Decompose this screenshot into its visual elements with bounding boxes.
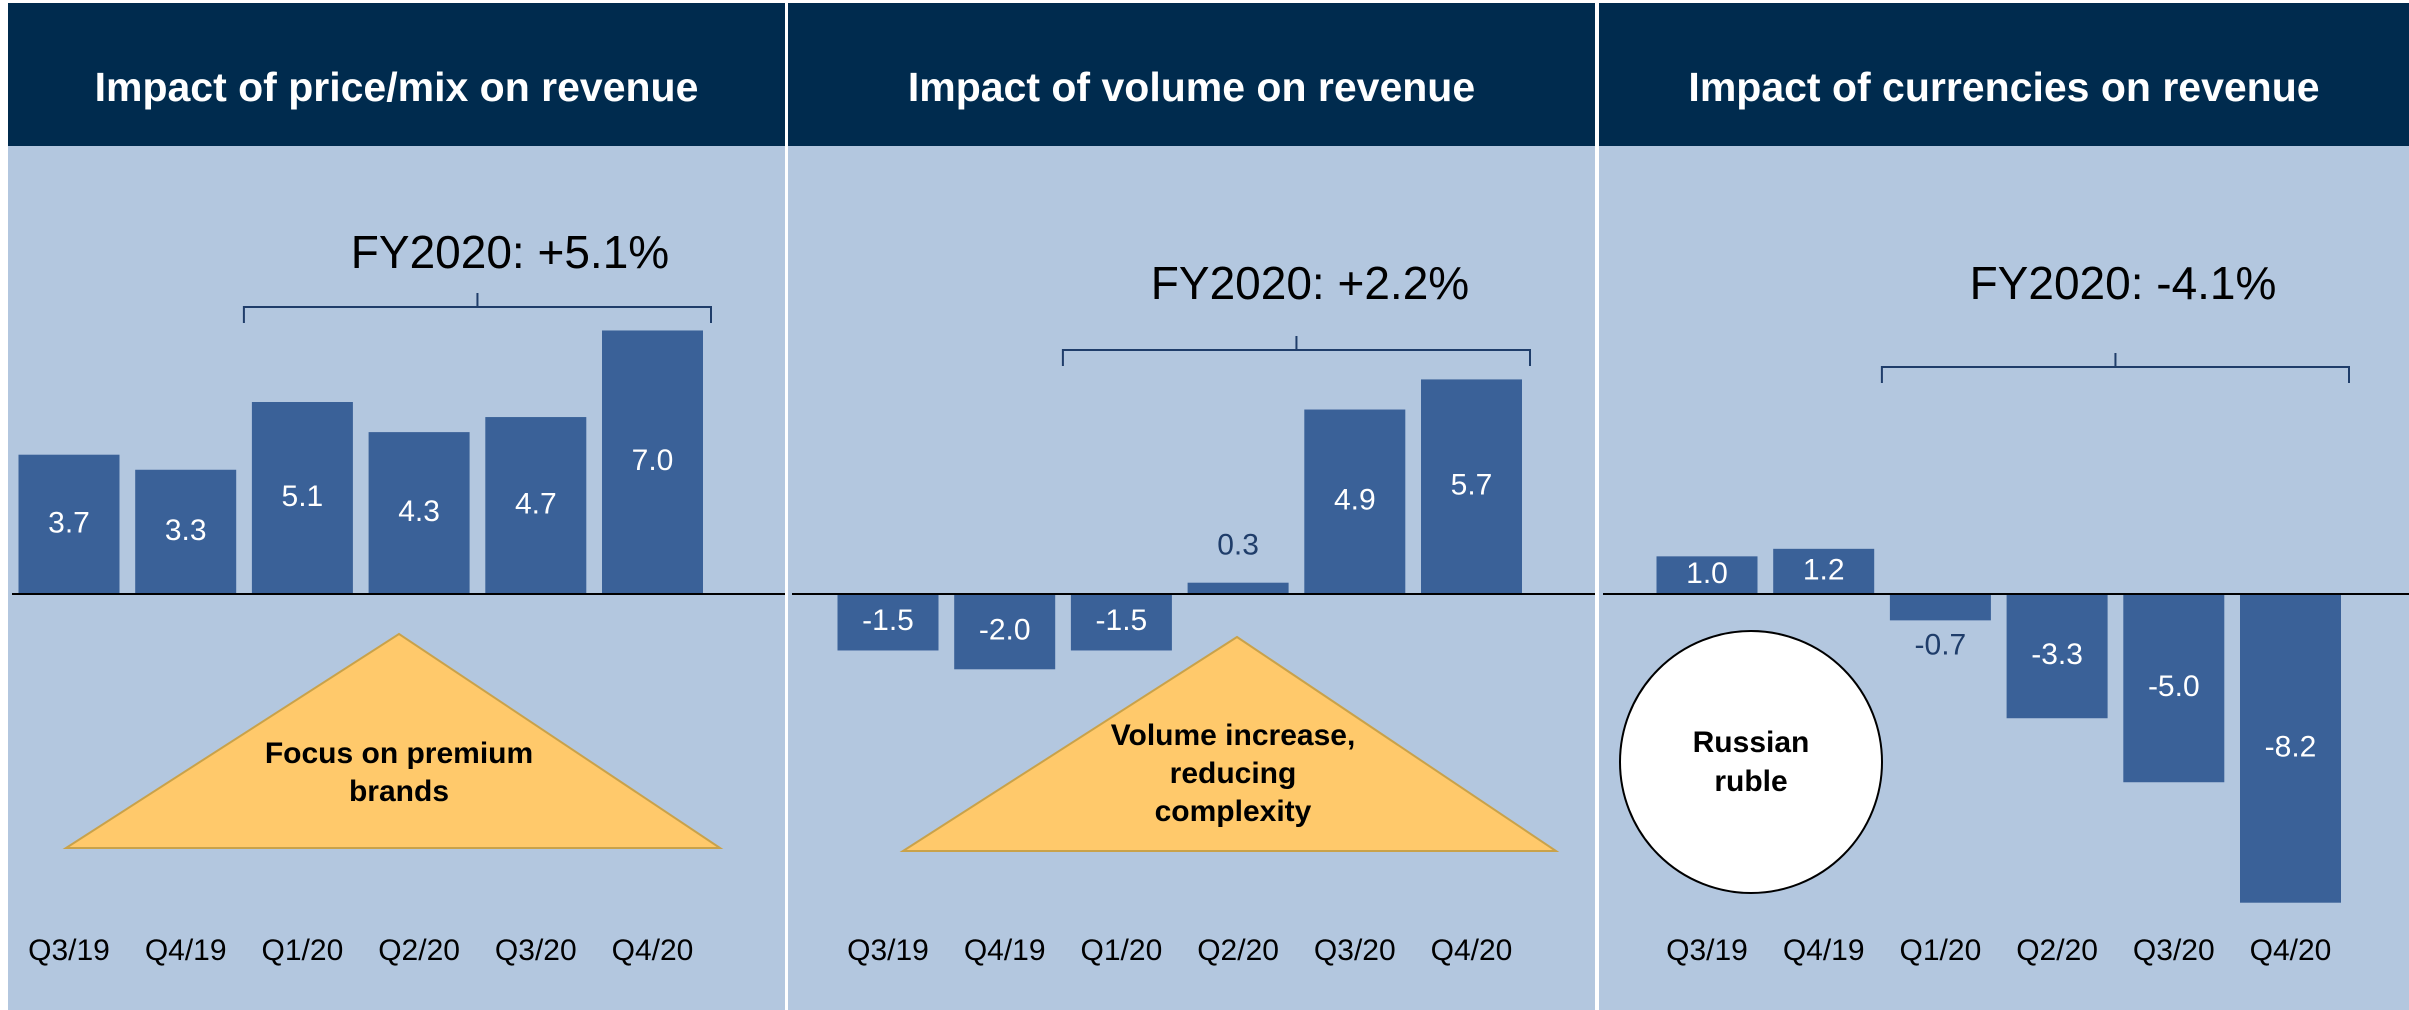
- x-tick-label: Q3/20: [2133, 934, 2215, 967]
- data-label: -5.0: [2148, 670, 2200, 703]
- bar: [1773, 548, 1875, 594]
- annotation: FY2020: -4.1%: [1970, 257, 2277, 309]
- x-tick-label: Q3/19: [28, 934, 110, 967]
- data-label: 3.7: [48, 506, 90, 539]
- panel-title: Impact of volume on revenue: [908, 64, 1475, 110]
- x-tick-label: Q1/20: [1081, 934, 1163, 967]
- data-label: 4.3: [398, 495, 440, 528]
- data-label: 4.7: [515, 487, 557, 520]
- bar: [135, 469, 237, 594]
- bar: [1070, 594, 1172, 651]
- data-label: -1.5: [1096, 604, 1148, 637]
- bar: [1656, 556, 1758, 594]
- panel-header: [1599, 3, 2409, 146]
- bar: [1889, 594, 1991, 621]
- x-tick-label: Q2/20: [1197, 934, 1279, 967]
- data-label: 7.0: [632, 444, 674, 477]
- data-label: 5.7: [1451, 469, 1493, 502]
- panel-header: [8, 3, 785, 146]
- bracket: [242, 293, 712, 323]
- panel-title: Impact of currencies on revenue: [1688, 64, 2319, 110]
- annotation: FY2020: +5.1%: [351, 226, 669, 278]
- bar: [368, 432, 470, 594]
- x-tick-label: Q4/19: [1783, 934, 1865, 967]
- x-tick-label: Q4/20: [612, 934, 694, 967]
- x-tick-label: Q4/19: [145, 934, 227, 967]
- callout-text: Volume increase,: [1111, 719, 1356, 752]
- x-tick-label: Q4/20: [2250, 934, 2332, 967]
- data-label: 4.9: [1334, 484, 1376, 517]
- data-label: 3.3: [165, 514, 207, 547]
- data-label: -2.0: [979, 614, 1031, 647]
- bar: [485, 417, 587, 594]
- data-label: -3.3: [2031, 638, 2083, 671]
- x-tick-label: Q3/20: [1314, 934, 1396, 967]
- bracket: [1880, 353, 2350, 383]
- callout-text: complexity: [1155, 795, 1312, 828]
- x-tick-label: Q4/20: [1431, 934, 1513, 967]
- data-label: -8.2: [2265, 730, 2317, 763]
- panel-header: [788, 3, 1595, 146]
- callout-triangle: [899, 635, 1560, 852]
- callout-text: Russian: [1693, 726, 1810, 759]
- x-tick-label: Q2/20: [378, 934, 460, 967]
- x-tick-label: Q3/19: [847, 934, 929, 967]
- x-tick-label: Q1/20: [262, 934, 344, 967]
- bar: [2006, 594, 2108, 719]
- x-tick-label: Q3/19: [1666, 934, 1748, 967]
- x-tick-label: Q1/20: [1900, 934, 1982, 967]
- bar: [18, 454, 120, 594]
- bar: [602, 330, 703, 594]
- data-label: 1.0: [1686, 557, 1728, 590]
- bar: [954, 594, 1056, 670]
- callout-text: reducing: [1170, 757, 1297, 790]
- bar: [1304, 409, 1406, 594]
- callout-text: ruble: [1714, 765, 1787, 798]
- annotation: FY2020: +2.2%: [1151, 257, 1469, 309]
- x-tick-label: Q4/19: [964, 934, 1046, 967]
- data-label: 0.3: [1217, 529, 1259, 562]
- x-tick-label: Q2/20: [2016, 934, 2098, 967]
- bar: [837, 594, 939, 651]
- callout-text: Focus on premium: [265, 737, 533, 770]
- callout-circle: [1619, 630, 1883, 894]
- bar: [2123, 594, 2225, 783]
- x-tick-label: Q3/20: [495, 934, 577, 967]
- bracket: [1061, 336, 1531, 366]
- callout-triangle: [62, 632, 724, 849]
- bar: [2240, 594, 2341, 903]
- bar: [1421, 379, 1522, 594]
- data-label: -1.5: [862, 604, 914, 637]
- bar: [1187, 582, 1289, 594]
- data-label: 1.2: [1803, 553, 1845, 586]
- data-label: -0.7: [1915, 628, 1967, 661]
- data-label: 5.1: [282, 480, 324, 513]
- bar: [251, 402, 353, 594]
- panel-title: Impact of price/mix on revenue: [95, 64, 699, 110]
- callout-text: brands: [349, 775, 449, 808]
